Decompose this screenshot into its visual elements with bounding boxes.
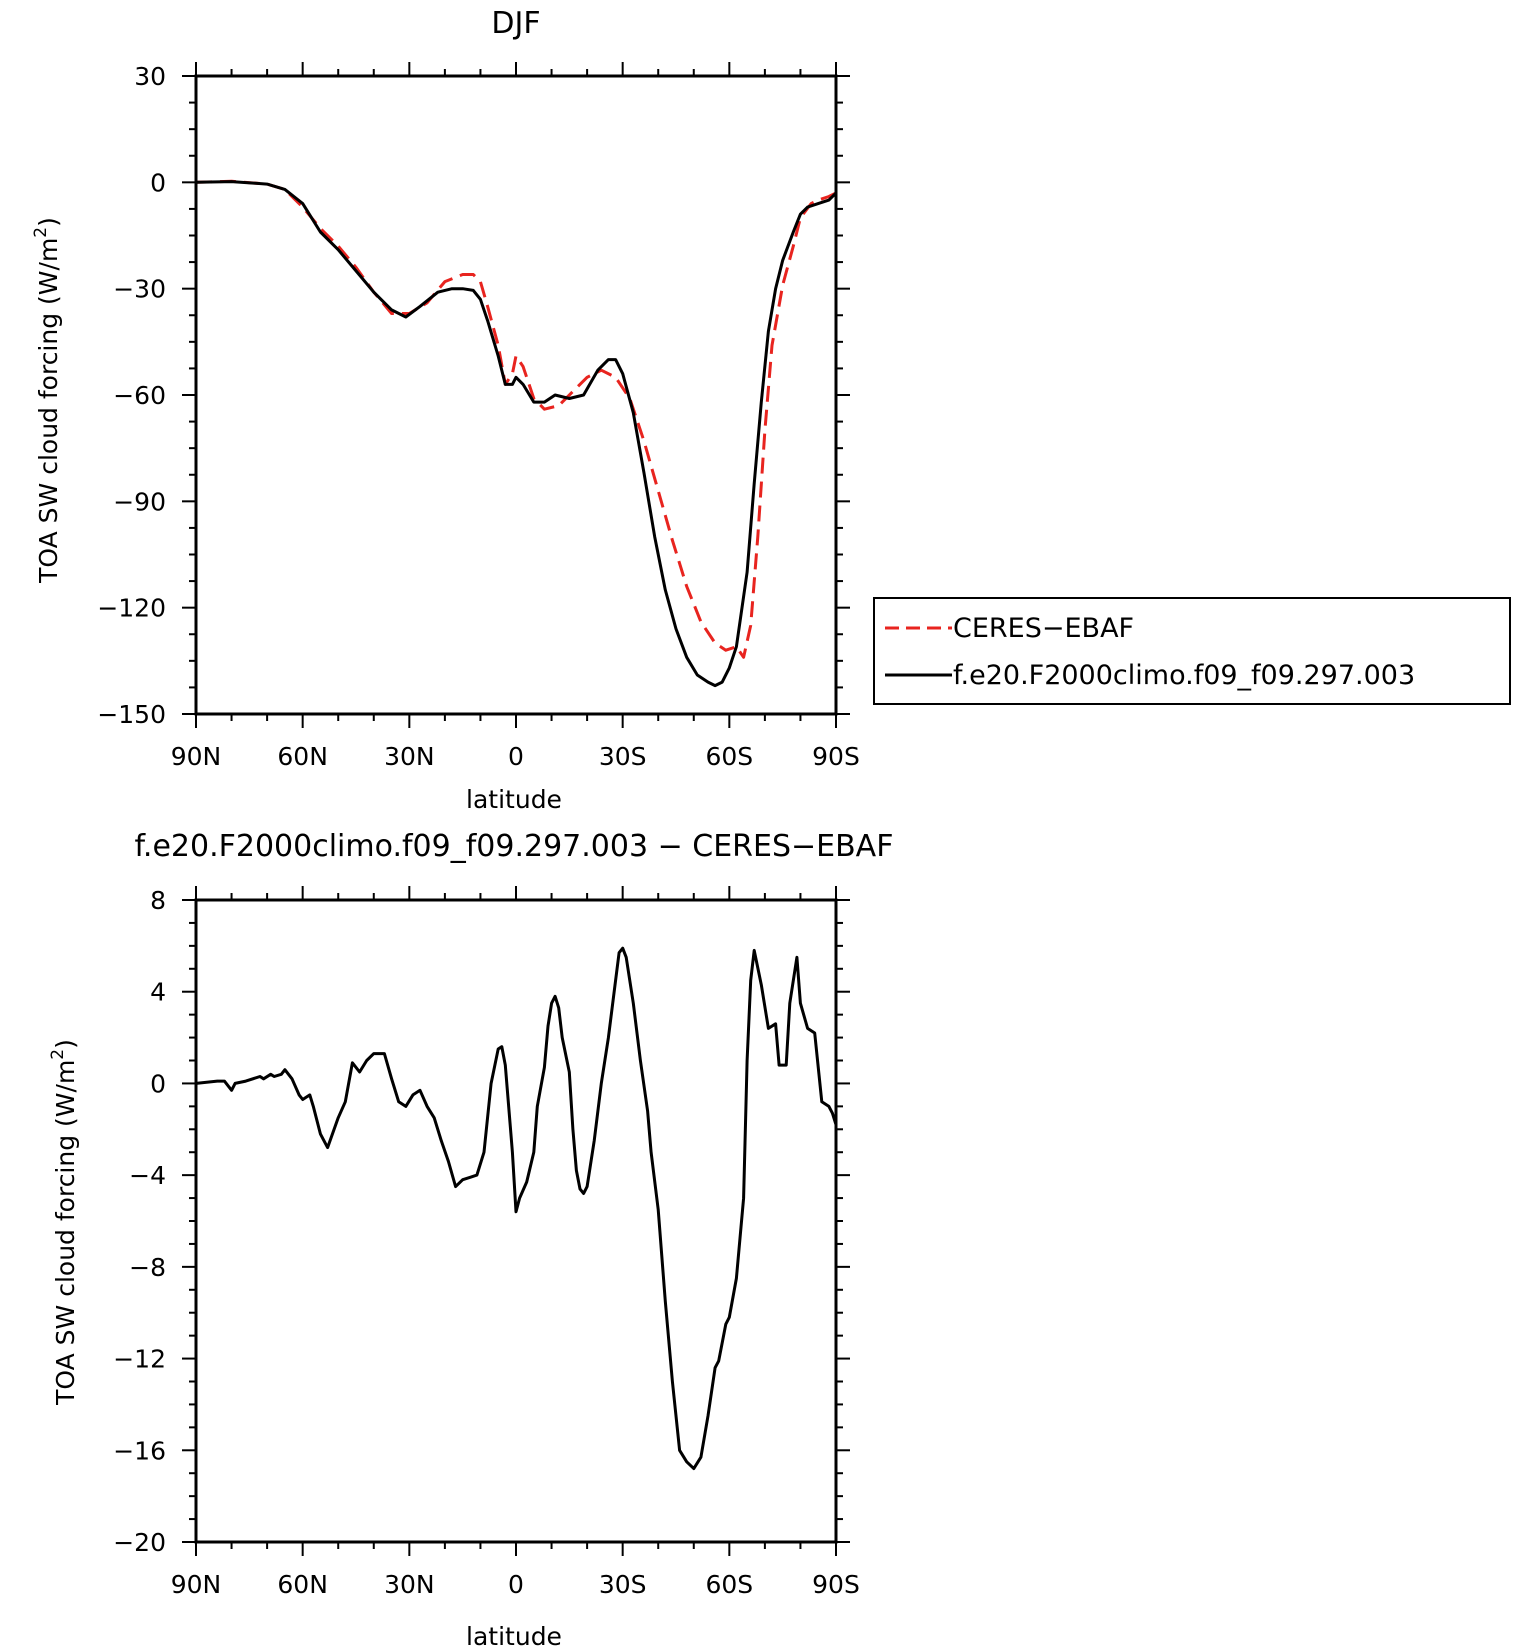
x-tick-label: 90N (171, 742, 222, 771)
x-tick-label: 60S (705, 1570, 753, 1599)
x-tick-label: 0 (508, 1570, 524, 1599)
y-tick-label: −8 (129, 1253, 166, 1282)
top-chart: DJF 90N 60N 30N 0 30S 60S 90S 30 0 −30 −60 −90 −120 −… (31, 6, 860, 814)
top-chart-title: DJF (491, 6, 540, 41)
legend-box (873, 597, 1511, 705)
y-tick-label: −12 (113, 1345, 166, 1374)
x-tick-label: 30S (599, 742, 647, 771)
series-line-0-0 (196, 179, 836, 659)
bottom-chart-xlabel: latitude (466, 1622, 562, 1649)
legend: CERES−EBAF f.e20.F2000climo.f09_f09.297.… (873, 597, 1511, 705)
y-tick-label: −16 (113, 1436, 166, 1465)
legend-label-model: f.e20.F2000climo.f09_f09.297.003 (953, 660, 1415, 691)
y-tick-label: 0 (150, 1069, 166, 1098)
y-tick-label: −120 (97, 594, 166, 623)
y-tick-label: −4 (129, 1161, 166, 1190)
y-tick-label: −150 (97, 700, 166, 729)
series-line-1-0 (196, 946, 836, 1471)
y-tick-label: −20 (113, 1528, 166, 1557)
plot-frame-1 (194, 898, 838, 1544)
legend-label-ceres: CERES−EBAF (953, 613, 1134, 644)
y-tick-label: 4 (150, 978, 166, 1007)
y-tick-label: −30 (113, 275, 166, 304)
x-tick-label: 90S (812, 742, 860, 771)
bottom-chart-title: f.e20.F2000climo.f09_f09.297.003 − CERES… (135, 829, 894, 864)
x-tick-label: 30N (384, 742, 435, 771)
y-tick-label: 0 (150, 168, 166, 197)
top-chart-xlabel: latitude (466, 785, 562, 814)
x-tick-label: 90N (171, 1570, 222, 1599)
y-tick-label: 30 (134, 62, 166, 91)
x-tick-label: 0 (508, 742, 524, 771)
bottom-chart-ylabel: TOA SW cloud forcing (W/m2) (48, 1039, 80, 1406)
x-tick-label: 60N (277, 742, 328, 771)
x-tick-label: 90S (812, 1570, 860, 1599)
y-tick-label: −60 (113, 381, 166, 410)
x-tick-label: 30S (599, 1570, 647, 1599)
y-tick-label: −90 (113, 487, 166, 516)
top-chart-ylabel: TOA SW cloud forcing (W/m2) (31, 217, 63, 584)
x-tick-label: 60N (277, 1570, 328, 1599)
x-tick-label: 60S (705, 742, 753, 771)
series-line-0-1 (196, 180, 836, 688)
x-tick-label: 30N (384, 1570, 435, 1599)
bottom-chart: f.e20.F2000climo.f09_f09.297.003 − CERES… (48, 829, 893, 1649)
y-tick-label: 8 (150, 886, 166, 915)
